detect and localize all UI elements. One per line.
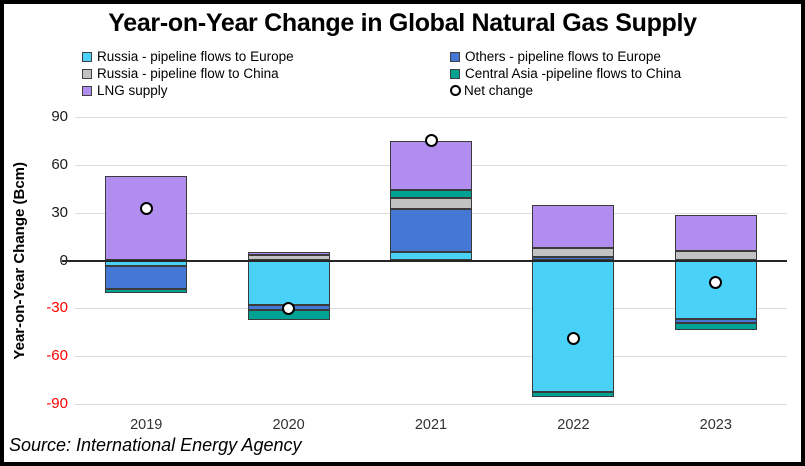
y-tick-label: -90 bbox=[46, 395, 68, 412]
gridline bbox=[75, 356, 787, 358]
gridline bbox=[75, 404, 787, 405]
legend-swatch-icon bbox=[450, 51, 460, 62]
legend: Russia - pipeline flows to Europe Russia … bbox=[82, 48, 681, 99]
y-tick-label: 60 bbox=[51, 155, 68, 173]
x-tick-label: 2021 bbox=[414, 417, 448, 433]
bar-segment-2019 bbox=[105, 289, 188, 294]
legend-item-label: LNG supply bbox=[97, 83, 168, 98]
bar-segment-2019 bbox=[105, 175, 188, 261]
bar-segment-2023 bbox=[674, 215, 757, 251]
bar-segment-2022 bbox=[532, 392, 615, 397]
bar-segment-2020 bbox=[247, 251, 330, 255]
y-tick-label: -60 bbox=[46, 347, 68, 365]
legend-item: LNG supply bbox=[82, 82, 450, 99]
y-tick-label: 90 bbox=[51, 108, 68, 125]
legend-item-label: Net change bbox=[464, 83, 534, 98]
chart-title: Year-on-Year Change in Global Natural Ga… bbox=[108, 9, 697, 37]
bar-segment-2023 bbox=[674, 260, 757, 319]
net-change-marker bbox=[139, 202, 153, 216]
legend-item-label: Central Asia -pipeline flows to China bbox=[465, 66, 682, 81]
legend-swatch-icon bbox=[82, 68, 92, 79]
gridline bbox=[75, 117, 787, 118]
legend-column: Russia - pipeline flows to Europe Russia … bbox=[82, 48, 450, 99]
legend-item-label: Others - pipeline flows to Europe bbox=[465, 49, 661, 64]
x-axis-tick-labels: 2019 2020 2021 2022 2023 bbox=[75, 417, 787, 435]
bar-segment-2022 bbox=[532, 247, 615, 257]
y-tick-label: -30 bbox=[46, 299, 68, 317]
zero-line bbox=[62, 259, 787, 262]
x-tick-label: 2019 bbox=[130, 417, 163, 433]
legend-column: Others - pipeline flows to Europe Central… bbox=[450, 48, 681, 99]
bar-segment-2019 bbox=[105, 266, 188, 290]
y-tick-label: 30 bbox=[51, 203, 68, 221]
bar-segment-2023 bbox=[674, 318, 757, 323]
legend-item: Russia - pipeline flow to China bbox=[82, 65, 450, 82]
bar-segment-2022 bbox=[532, 260, 615, 393]
x-tick-label: 2022 bbox=[557, 417, 590, 433]
legend-item: Russia - pipeline flows to Europe bbox=[82, 48, 450, 65]
legend-item: Central Asia -pipeline flows to China bbox=[450, 65, 681, 82]
x-tick-label: 2020 bbox=[272, 417, 305, 433]
legend-item-label: Russia - pipeline flow to China bbox=[97, 66, 279, 81]
legend-item-label: Russia - pipeline flows to Europe bbox=[97, 49, 294, 64]
bar-segment-2021 bbox=[390, 140, 472, 191]
legend-swatch-icon bbox=[82, 85, 92, 96]
gridline bbox=[75, 308, 787, 310]
plot-area bbox=[62, 117, 787, 405]
legend-item: Others - pipeline flows to Europe bbox=[450, 48, 681, 65]
net-change-marker bbox=[566, 332, 580, 346]
bar-segment-2022 bbox=[532, 204, 615, 248]
net-change-marker bbox=[282, 301, 296, 315]
bar-segment-2021 bbox=[390, 208, 472, 252]
bar-segment-2021 bbox=[390, 198, 472, 209]
legend-item: Net change bbox=[450, 82, 681, 99]
legend-swatch-icon bbox=[82, 51, 92, 62]
net-change-circle-icon bbox=[450, 85, 461, 96]
bar-segment-2020 bbox=[247, 260, 330, 306]
legend-swatch-icon bbox=[450, 68, 460, 79]
source-note: Source: International Energy Agency bbox=[9, 435, 302, 455]
bar-segment-2021 bbox=[390, 190, 472, 199]
bar-segment-2023 bbox=[674, 322, 757, 330]
net-change-marker bbox=[709, 276, 723, 290]
x-tick-label: 2023 bbox=[699, 417, 732, 433]
net-change-marker bbox=[424, 134, 438, 148]
